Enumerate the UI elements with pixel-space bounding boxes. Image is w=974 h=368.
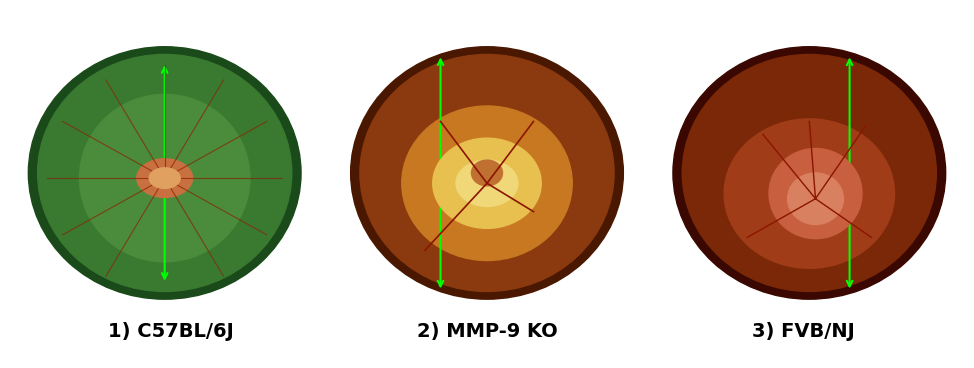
Ellipse shape	[682, 54, 936, 291]
Ellipse shape	[149, 168, 180, 188]
Ellipse shape	[788, 173, 843, 224]
Ellipse shape	[401, 106, 573, 261]
Ellipse shape	[28, 47, 301, 299]
Ellipse shape	[80, 95, 250, 262]
Ellipse shape	[136, 159, 193, 197]
Ellipse shape	[724, 119, 894, 268]
Text: 2) MMP-9 KO: 2) MMP-9 KO	[417, 322, 557, 341]
Text: 3) FVB/NJ: 3) FVB/NJ	[752, 322, 855, 341]
Ellipse shape	[769, 148, 862, 238]
Ellipse shape	[351, 47, 623, 299]
Ellipse shape	[673, 47, 946, 299]
Ellipse shape	[38, 54, 292, 291]
Ellipse shape	[471, 160, 503, 186]
Ellipse shape	[456, 160, 518, 206]
Ellipse shape	[432, 138, 542, 228]
Ellipse shape	[360, 54, 614, 291]
Text: 1) C57BL/6J: 1) C57BL/6J	[107, 322, 234, 341]
